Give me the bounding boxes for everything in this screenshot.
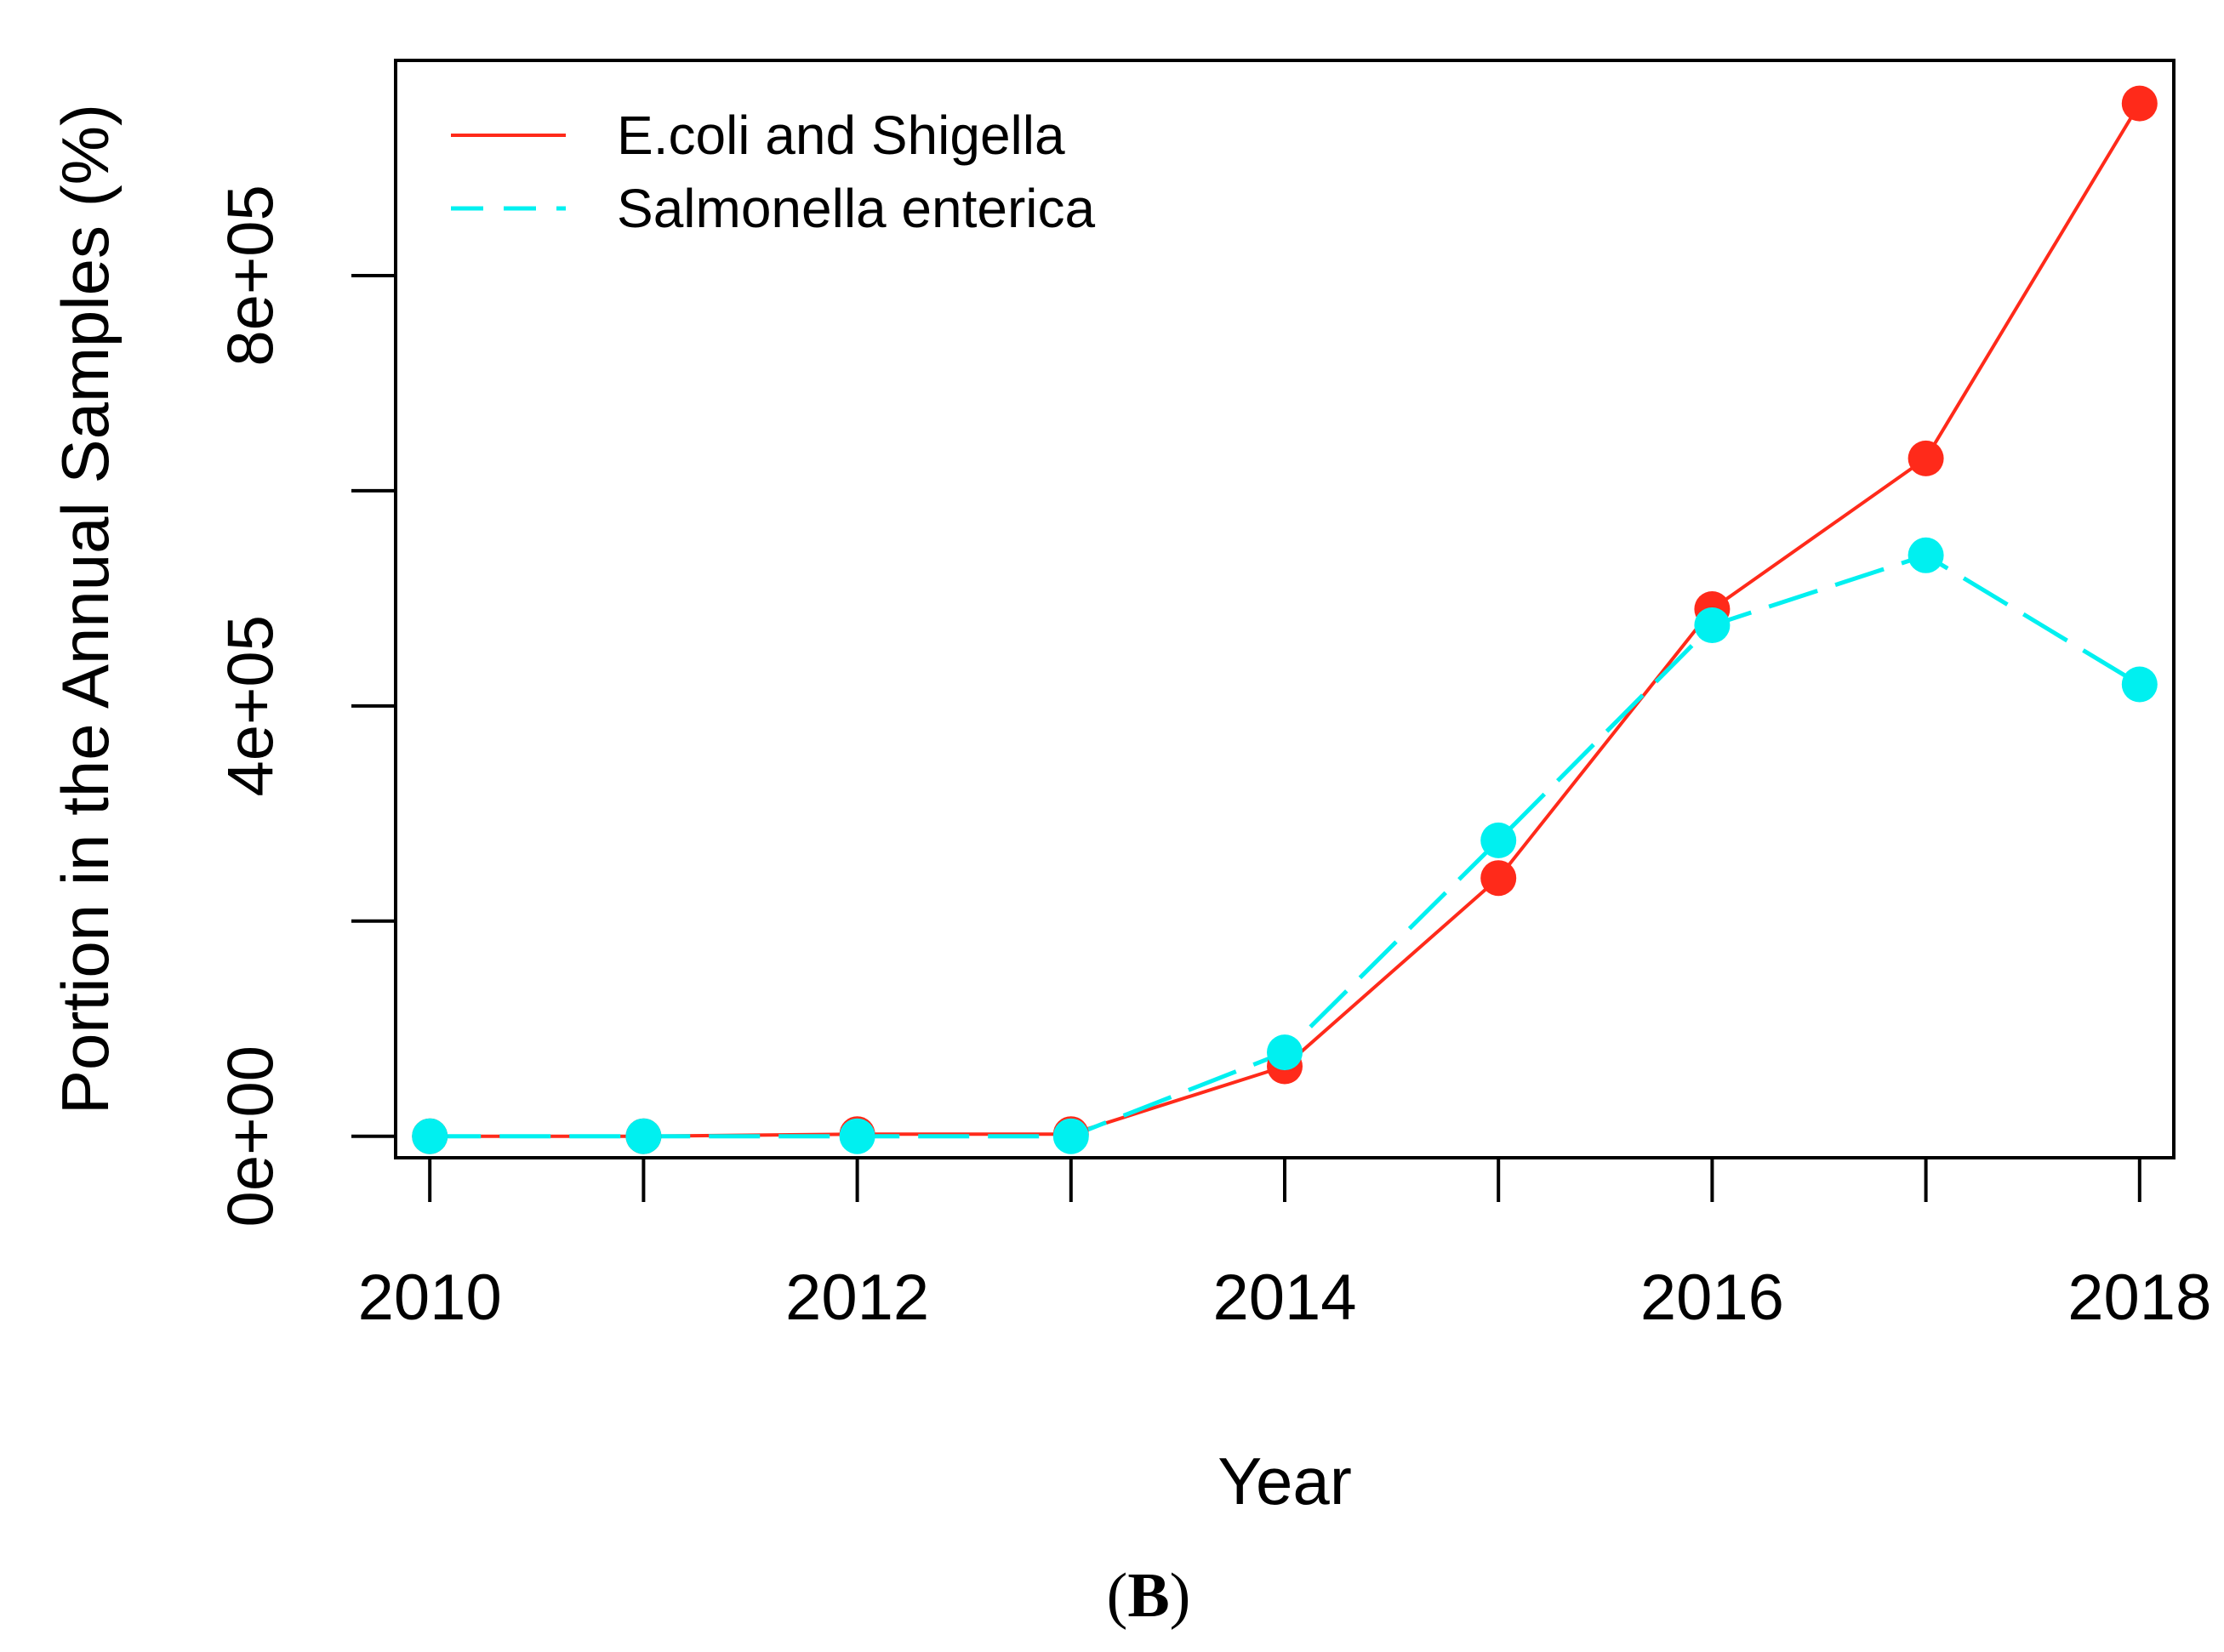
legend-label-2: Salmonella enterica [617, 178, 1096, 239]
series-2-point-2010 [412, 1118, 448, 1154]
x-tick-label: 2018 [2067, 1262, 2211, 1334]
x-tick-label: 2012 [785, 1262, 929, 1334]
caption-open-paren: ( [1107, 1561, 1128, 1631]
caption-letter: B [1127, 1561, 1169, 1631]
y-tick-label: 8e+05 [215, 185, 288, 366]
series-2-point-2012 [839, 1118, 875, 1154]
caption-close-paren: ) [1170, 1561, 1191, 1631]
series-1-point-2018 [2121, 85, 2158, 122]
legend: E.coli and Shigella Salmonella enterica [451, 105, 1096, 239]
x-axis-title: Year [1217, 1444, 1352, 1518]
x-tick-label: 2014 [1212, 1262, 1356, 1334]
points-layer [412, 85, 2158, 1154]
series-2-point-2011 [625, 1118, 662, 1154]
series-2-point-2015 [1480, 822, 1517, 858]
series-line-1 [430, 102, 2141, 1138]
figure-caption: (B) [1107, 1561, 1191, 1631]
series-layer [430, 102, 2141, 1139]
legend-label-1: E.coli and Shigella [617, 105, 1065, 166]
y-tick-label: 0e+00 [215, 1045, 288, 1227]
x-axis: 2010 2012 2014 2016 2018 [358, 1156, 2211, 1334]
y-axis: 0e+00 4e+05 8e+05 [215, 185, 397, 1227]
series-2-point-2017 [1908, 537, 1944, 573]
series-2-point-2016 [1694, 607, 1731, 643]
x-tick-label: 2010 [358, 1262, 502, 1334]
series-2-point-2013 [1052, 1118, 1089, 1154]
series-2-point-2014 [1267, 1034, 1303, 1071]
series-1-point-2015 [1480, 860, 1517, 897]
series-1-point-2017 [1908, 440, 1944, 476]
x-tick-label: 2016 [1640, 1262, 1784, 1334]
y-axis-title: Portion in the Annual Samples (%) [48, 104, 123, 1114]
y-tick-label: 4e+05 [215, 615, 288, 796]
series-2-point-2018 [2121, 666, 2158, 703]
